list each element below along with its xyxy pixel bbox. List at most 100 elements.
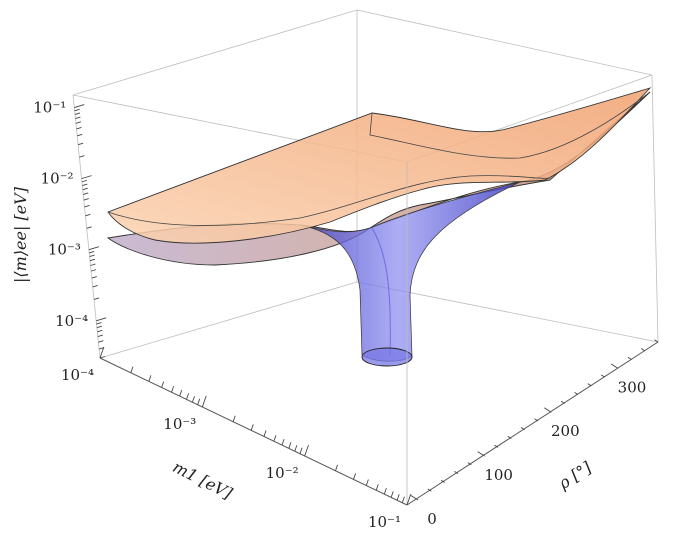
z-tick-mark	[96, 322, 102, 325]
x-axis-title: m1 [eV]	[170, 457, 236, 503]
x-tick-mark	[281, 438, 285, 446]
z-tick-mark	[92, 284, 98, 288]
x-tick-mark	[294, 445, 298, 452]
x-tick-mark	[401, 496, 405, 503]
y-tick-mark	[507, 435, 512, 439]
y-tick-mark	[477, 451, 485, 457]
y-tick-mark	[494, 444, 499, 448]
x-tick-mark	[406, 493, 412, 506]
x-tick-mark	[396, 494, 400, 501]
x-tick-label: 10⁻²	[266, 464, 299, 482]
z-tick-mark	[77, 133, 83, 137]
x-tick-mark	[299, 447, 303, 454]
z-tick-mark	[93, 297, 100, 300]
y-tick-mark	[467, 462, 472, 466]
y-tick-mark	[560, 400, 565, 404]
y-axis-ticks: 0 100 200 300	[410, 339, 659, 528]
z-tick-mark	[76, 126, 82, 130]
z-tick-mark	[98, 340, 104, 343]
z-tick-mark	[83, 198, 89, 201]
x-tick-mark	[263, 430, 267, 437]
x-tick-mark	[365, 479, 369, 486]
z-tick-mark	[79, 155, 85, 158]
x-tick-mark	[304, 444, 309, 457]
x-tick-mark	[191, 396, 195, 403]
x-tick-mark	[197, 398, 201, 405]
y-tick-mark	[574, 392, 579, 396]
z-tick-mark	[75, 116, 81, 119]
x-tick-mark	[99, 346, 105, 359]
x-tick-mark	[288, 442, 292, 449]
z-tick-mark	[97, 334, 103, 338]
x-tick-mark	[390, 491, 394, 498]
x-tick-label: 10⁻³	[163, 415, 196, 433]
z-tick-mark	[74, 112, 81, 115]
z-tick-mark	[74, 104, 85, 108]
y-tick-mark	[410, 495, 419, 501]
x-tick-mark	[353, 473, 357, 480]
z-tick-mark	[99, 356, 106, 359]
z-tick-mark	[86, 226, 92, 229]
y-tick-mark	[610, 363, 619, 369]
x-axis-ticks: 10⁻⁴ 10⁻³ 10⁻² 10⁻¹	[61, 346, 412, 531]
y-tick-mark	[587, 383, 592, 387]
bounding-box-front	[72, 94, 659, 506]
y-tick-mark	[627, 356, 632, 360]
x-tick-mark	[148, 375, 152, 382]
x-tick-label: 10⁻¹	[368, 513, 401, 531]
z-tick-mark	[83, 192, 89, 195]
z-tick-label: 10⁻³	[48, 241, 81, 259]
x-tick-mark	[201, 395, 207, 408]
y-tick-mark	[427, 488, 432, 492]
y-tick-mark	[544, 407, 552, 413]
z-tick-mark	[81, 175, 92, 180]
x-tick-mark	[250, 424, 254, 431]
z-axis-ticks: 10⁻⁴ 10⁻³ 10⁻² 10⁻¹	[33, 99, 107, 359]
x-tick-mark	[130, 366, 134, 373]
y-tick-mark	[454, 471, 459, 475]
z-axis-title: |⟨m⟩ee| [eV]	[11, 186, 30, 283]
y-tick-mark	[600, 374, 605, 378]
y-tick-mark	[520, 427, 525, 431]
y-tick-mark	[534, 418, 539, 422]
x-tick-mark	[232, 415, 236, 422]
z-tick-mark	[89, 251, 95, 254]
y-tick-label: 300	[618, 378, 647, 396]
z-tick-mark	[91, 276, 97, 279]
z-tick-mark	[96, 317, 107, 322]
z-tick-mark	[88, 246, 100, 251]
z-tick-mark	[97, 329, 103, 333]
z-tick-mark	[84, 204, 90, 208]
z-tick-label: 10⁻⁴	[55, 312, 88, 330]
z-tick-mark	[89, 254, 95, 258]
z-tick-mark	[90, 263, 96, 266]
y-tick-label: 0	[427, 510, 437, 528]
x-tick-mark	[171, 386, 175, 393]
z-tick-mark	[81, 179, 88, 183]
x-tick-mark	[335, 464, 338, 471]
z-tick-mark	[74, 108, 80, 112]
y-tick-label: 100	[484, 466, 513, 484]
x-tick-mark	[273, 435, 277, 442]
x-tick-mark	[186, 393, 190, 400]
z-tick-mark	[90, 269, 97, 272]
x-tick-mark	[161, 381, 165, 388]
x-tick-mark	[375, 484, 379, 491]
z-tick-mark	[82, 183, 88, 186]
x-tick-mark	[179, 389, 183, 397]
y-tick-mark	[654, 339, 659, 343]
z-tick-mark	[89, 258, 96, 262]
z-tick-label: 10⁻²	[41, 170, 74, 188]
y-tick-mark	[640, 348, 645, 352]
x-tick-label: 10⁻⁴	[61, 366, 94, 384]
y-tick-mark	[440, 479, 445, 483]
y-axis-title: ρ [°]	[554, 457, 595, 493]
z-tick-mark	[77, 142, 84, 146]
y-tick-label: 200	[551, 422, 580, 440]
z-tick-mark	[96, 325, 103, 329]
z-tick-mark	[85, 213, 91, 217]
z-tick-mark	[75, 121, 82, 124]
z-tick-mark	[82, 187, 88, 191]
